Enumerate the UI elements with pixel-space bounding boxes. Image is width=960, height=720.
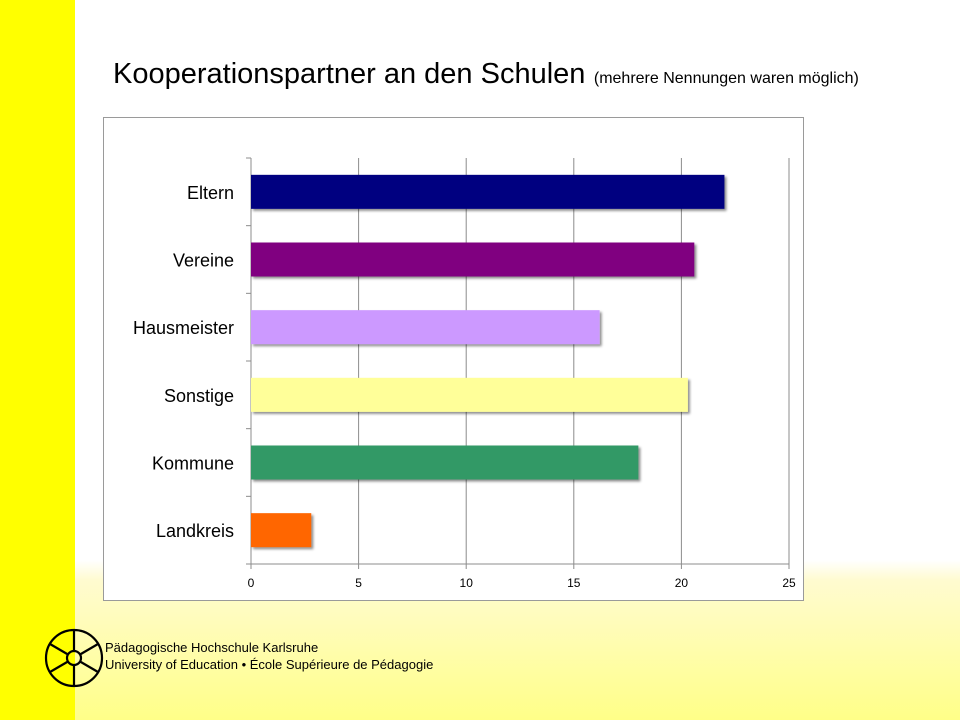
footer-tagline: University of Education • École Supérieu… [105,657,434,672]
bar-eltern [251,174,725,209]
bar-hausmeister [251,310,600,345]
chart-frame: 0 5 10 15 20 25 Eltern Vereine Hausmeister Sonsti… [103,117,804,601]
page-title: Kooperationspartner an den Schulen (mehr… [113,58,859,91]
category-label: Hausmeister [133,318,234,338]
university-logo-icon [44,628,104,688]
category-label: Vereine [173,251,234,271]
category-label: Sonstige [164,386,234,406]
bar-chart: 0 5 10 15 20 25 Eltern Vereine Hausmeister Sonsti… [133,157,796,590]
x-tick-label: 5 [355,576,362,590]
footer: Pädagogische Hochschule Karlsruhe Univer… [105,639,433,673]
x-tick-label: 0 [248,576,255,590]
x-tick-label: 25 [782,576,796,590]
category-label: Kommune [152,454,234,474]
title-subtitle: (mehrere Nennungen waren möglich) [593,70,859,87]
bar-landkreis [251,513,312,548]
category-label: Landkreis [156,521,234,541]
footer-institution: Pädagogische Hochschule Karlsruhe [105,640,319,655]
title-main: Kooperationspartner an den Schulen [113,58,586,90]
bar-sonstige [251,377,688,412]
category-label: Eltern [187,183,234,203]
bar-kommune [251,445,639,480]
left-accent-band [0,0,75,720]
bar-vereine [251,242,695,277]
x-tick-label: 10 [460,576,474,590]
x-tick-label: 15 [567,576,581,590]
x-tick-label: 20 [675,576,689,590]
